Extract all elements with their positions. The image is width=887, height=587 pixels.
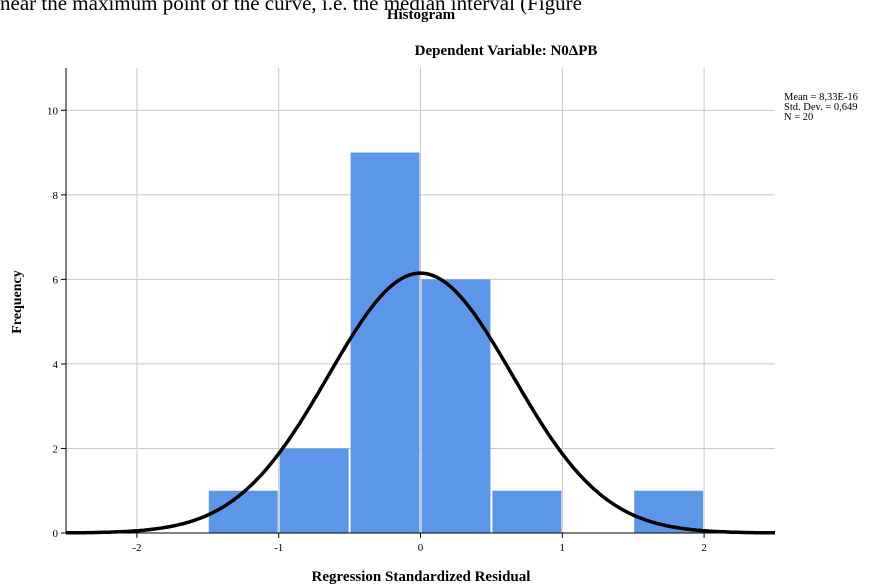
y-tick-label: 10	[47, 105, 59, 117]
n-stat: N = 20	[784, 112, 814, 123]
x-axis-label: Regression Standardized Residual	[312, 569, 531, 585]
y-tick-label: 0	[53, 528, 59, 540]
x-tick-label: 1	[560, 542, 566, 554]
histogram-bar	[492, 490, 562, 533]
chart-title: Histogram	[387, 7, 456, 23]
histogram-bar	[208, 490, 278, 533]
histogram-bar	[279, 448, 349, 533]
chart-subtitle: Dependent Variable: N0ΔPB	[415, 43, 598, 59]
summary-statistics: Mean = 8,33E-16 Std. Dev. = 0,649 N = 20	[784, 92, 858, 123]
x-tick-label: 0	[418, 542, 424, 554]
normal-curve	[66, 271, 775, 535]
y-tick-label: 6	[53, 274, 59, 286]
histogram-bar	[421, 279, 491, 533]
std-dev-stat: Std. Dev. = 0,649	[784, 102, 858, 113]
plot-area: 0 2 4 6 8 10 -2 -1 0 1 2	[47, 68, 775, 554]
x-tick-label: 2	[701, 542, 707, 554]
page-text-fragment: near the maximum point of the curve, i.e…	[0, 0, 582, 15]
y-tick-label: 2	[53, 443, 59, 455]
mean-stat: Mean = 8,33E-16	[784, 92, 858, 103]
x-tick-label: -2	[132, 542, 141, 554]
histogram-bar	[350, 152, 420, 533]
y-tick-label: 4	[53, 359, 59, 371]
y-axis-label: Frequency	[10, 270, 25, 334]
x-tick-label: -1	[274, 542, 283, 554]
y-tick-label: 8	[53, 190, 59, 202]
